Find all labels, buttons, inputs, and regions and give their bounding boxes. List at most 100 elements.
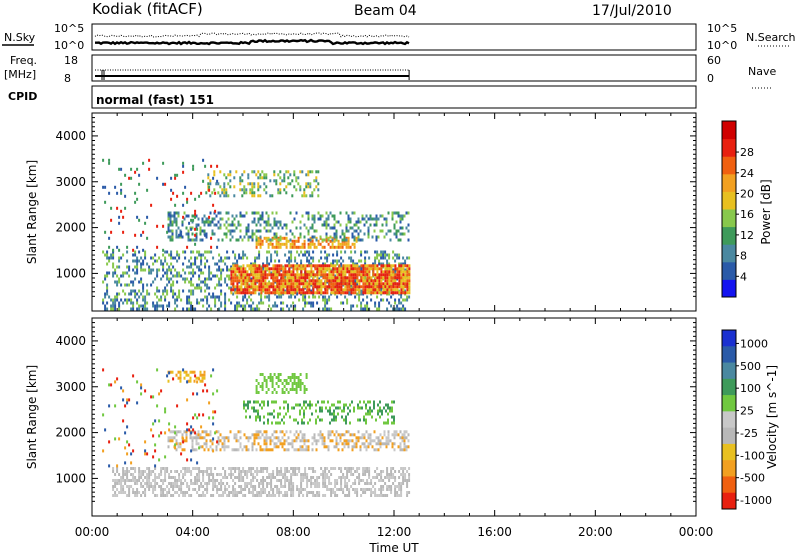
heatmap-cell: [196, 250, 199, 254]
heatmap-cell: [294, 295, 297, 299]
heatmap-cell: [302, 476, 305, 479]
heatmap-cell: [374, 276, 377, 280]
heatmap-cell: [236, 267, 239, 271]
heatmap-cell: [222, 467, 225, 470]
heatmap-cell: [259, 430, 262, 434]
heatmap-cell: [194, 215, 197, 219]
heatmap-cell: [198, 265, 201, 269]
heatmap-cell: [368, 285, 371, 289]
heatmap-cell: [164, 271, 167, 275]
heatmap-cell: [167, 436, 170, 440]
heatmap-cell: [285, 223, 288, 227]
heatmap-cell: [368, 482, 371, 485]
heatmap-cell: [390, 285, 393, 289]
heatmap-cell: [259, 176, 262, 180]
heatmap-cell: [241, 179, 244, 183]
heatmap-cell: [134, 271, 137, 275]
heatmap-cell: [303, 242, 306, 246]
heatmap-cell: [321, 223, 324, 227]
heatmap-cell: [268, 291, 271, 295]
heatmap-cell: [224, 292, 227, 296]
heatmap-cell: [340, 479, 343, 482]
heatmap-cell: [281, 430, 284, 434]
heatmap-cell: [323, 400, 325, 404]
heatmap-cell: [171, 430, 174, 434]
heatmap-cell: [236, 295, 239, 299]
heatmap-cell: [259, 403, 261, 407]
heatmap-cell: [291, 239, 294, 243]
heatmap-cell: [160, 295, 163, 299]
heatmap-cell: [156, 224, 159, 228]
heatmap-cell: [290, 488, 293, 491]
heatmap-cell: [268, 250, 271, 254]
heatmap-cell: [364, 482, 367, 485]
heatmap-cell: [290, 291, 293, 295]
heatmap-cell: [362, 479, 365, 482]
heatmap-cell: [142, 161, 145, 165]
colorbar-swatch: [722, 460, 736, 477]
heatmap-cell: [158, 304, 161, 308]
heatmap-cell: [182, 482, 185, 485]
heatmap-cell: [406, 264, 409, 268]
heatmap-cell: [298, 467, 301, 470]
heatmap-cell: [245, 436, 248, 440]
heatmap-cell: [257, 217, 260, 221]
heatmap-cell: [251, 235, 254, 239]
colorbar-swatch: [722, 209, 736, 228]
heatmap-cell: [297, 176, 300, 180]
heatmap-cell: [273, 217, 276, 221]
heatmap-cell: [387, 211, 390, 215]
heatmap-cell: [204, 383, 207, 387]
heatmap-cell: [218, 494, 221, 497]
heatmap-cell: [192, 164, 195, 168]
heatmap-cell: [279, 421, 281, 425]
power-heatmap-cells: [102, 158, 411, 311]
heatmap-cell: [212, 485, 215, 488]
heatmap-cell: [316, 279, 319, 283]
heatmap-cell: [206, 298, 209, 302]
heatmap-cell: [205, 442, 208, 446]
heatmap-cell: [328, 276, 331, 280]
colorbar-tick-label: -500: [740, 472, 765, 485]
heatmap-cell: [332, 488, 335, 491]
heatmap-cell: [174, 173, 177, 177]
heatmap-cell: [266, 467, 269, 470]
heatmap-cell: [276, 473, 279, 476]
heatmap-cell: [262, 479, 265, 482]
heatmap-cell: [188, 488, 191, 491]
heatmap-cell: [262, 282, 265, 286]
heatmap-cell: [303, 223, 306, 227]
heatmap-cell: [275, 382, 278, 385]
heatmap-cell: [359, 436, 362, 440]
heatmap-cell: [336, 250, 339, 254]
heatmap-cell: [344, 482, 347, 485]
heatmap-cell: [303, 421, 305, 425]
heatmap-cell: [278, 270, 281, 274]
heatmap-cell: [402, 467, 405, 470]
heatmap-cell: [295, 376, 298, 379]
heatmap-cell: [238, 470, 241, 473]
heatmap-cell: [312, 285, 315, 289]
heatmap-cell: [221, 188, 224, 192]
heatmap-cell: [268, 288, 271, 292]
heatmap-cell: [340, 276, 343, 280]
heatmap-cell: [170, 253, 173, 257]
heatmap-cell: [224, 295, 227, 299]
heatmap-cell: [277, 379, 280, 382]
heatmap-cell: [214, 274, 217, 278]
heatmap-cell: [294, 256, 297, 260]
heatmap-cell: [324, 270, 327, 274]
heatmap-cell: [184, 479, 187, 482]
heatmap-cell: [307, 217, 310, 221]
heatmap-cell: [191, 436, 194, 440]
heatmap-cell: [329, 433, 332, 437]
heatmap-cell: [350, 259, 353, 263]
heatmap-cell: [233, 448, 236, 452]
heatmap-cell: [188, 280, 191, 284]
heatmap-cell: [386, 288, 389, 292]
heatmap-cell: [106, 271, 109, 275]
heatmap-cell: [408, 476, 411, 479]
heatmap-cell: [380, 291, 383, 295]
heatmap-cell: [355, 223, 358, 227]
